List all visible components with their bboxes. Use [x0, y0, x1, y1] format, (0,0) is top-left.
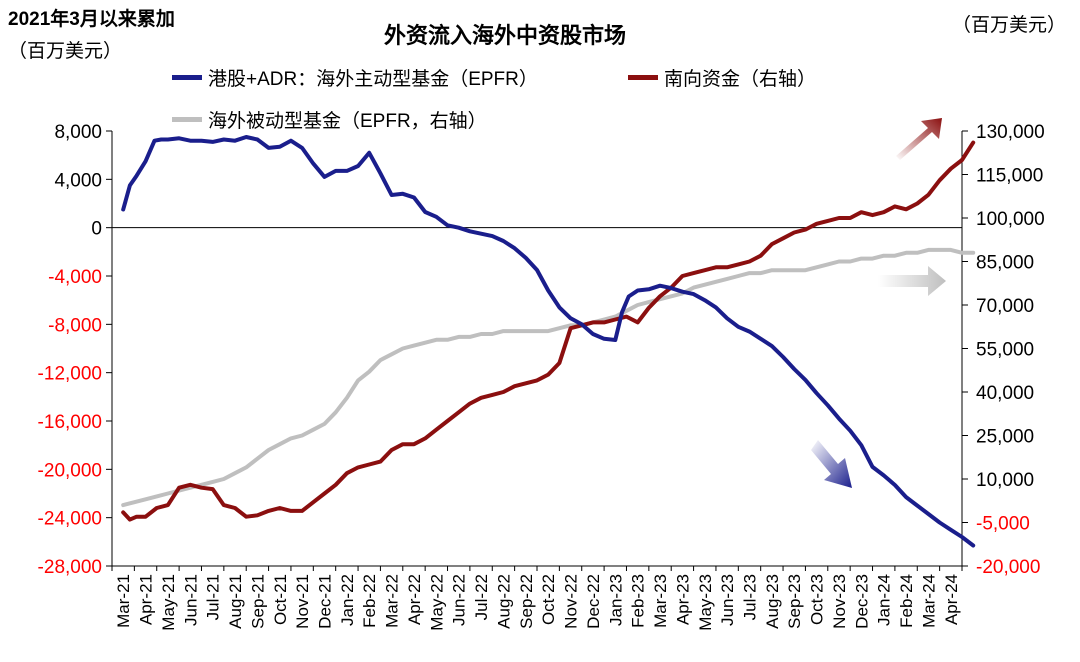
series-line-epfr-passive [121, 247, 976, 508]
x-tick-label: Mar-22 [383, 574, 402, 628]
x-tick-label: May-23 [696, 574, 715, 631]
x-tick-label: Oct-21 [271, 574, 290, 625]
legend-swatch-epfr-active [172, 75, 202, 80]
x-tick-label: Sep-21 [248, 574, 267, 629]
left-tick-label: 4,000 [54, 170, 102, 191]
axes-group: 8,000 4,000 0 -4,000 -8,000 -12,000 -16,000 -20… [38, 122, 1045, 631]
x-tick-label: Jul-23 [741, 574, 760, 620]
annotation-layer [811, 118, 946, 488]
left-axis-note-line2: （百万美元） [8, 41, 123, 62]
x-tick-label: Dec-21 [316, 574, 335, 629]
legend-label-southbound: 南向资金（右轴） [664, 69, 817, 90]
x-tick-label: Dec-22 [584, 574, 603, 629]
x-tick-label: Jan-24 [875, 574, 894, 626]
legend-entry-epfr-active: 港股+ADR：海外主动型基金（EPFR） [172, 64, 538, 91]
x-tick-label: Aug-22 [494, 574, 513, 629]
left-axis-note-line1: 2021年3月以来累加 [8, 9, 175, 30]
right-tick-label: -5,000 [976, 514, 1030, 535]
right-tick-label: 40,000 [976, 383, 1034, 404]
left-tick-label: -24,000 [38, 509, 102, 530]
x-tick-label: Mar-24 [919, 574, 938, 628]
x-tick-label: Feb-23 [629, 574, 648, 628]
x-tick-label: Nov-23 [830, 574, 849, 629]
legend-label-epfr-active: 港股+ADR：海外主动型基金（EPFR） [208, 69, 538, 90]
x-tick-label: Jun-23 [718, 574, 737, 626]
right-tick-label: 25,000 [976, 427, 1034, 448]
up-arrow-southbound [896, 118, 942, 160]
legend-entry-epfr-passive: 海外被动型基金（EPFR，右轴） [172, 106, 487, 133]
right-tick-label: 130,000 [976, 122, 1045, 143]
right-arrow-passive [878, 266, 946, 296]
series-layer [121, 135, 976, 548]
legend-swatch-southbound [628, 75, 658, 80]
x-tick-label: Dec-23 [852, 574, 871, 629]
left-tick-label: -28,000 [38, 557, 102, 578]
x-tick-label: Mar-21 [114, 574, 133, 628]
left-tick-label: -12,000 [38, 364, 102, 385]
x-tick-label: Jun-22 [450, 574, 469, 626]
x-tick-label: Jul-22 [472, 574, 491, 620]
left-tick-label: -20,000 [38, 460, 102, 481]
down-arrow-active [811, 440, 852, 488]
legend-swatch-epfr-passive [172, 117, 202, 122]
x-tick-label: Oct-23 [808, 574, 827, 625]
x-tick-label: Aug-23 [763, 574, 782, 629]
x-tick-label: Sep-22 [517, 574, 536, 629]
right-tick-label: 85,000 [976, 253, 1034, 274]
x-tick-label: Apr-21 [137, 574, 156, 625]
x-tick-label: Jan-22 [338, 574, 357, 626]
left-tick-label: -16,000 [38, 412, 102, 433]
x-tick-label: Nov-21 [293, 574, 312, 629]
x-tick-label: Mar-23 [651, 574, 670, 628]
left-tick-label: -8,000 [48, 315, 102, 336]
x-tick-label: May-22 [427, 574, 446, 631]
left-tick-label: 0 [91, 219, 102, 240]
x-tick-label: Apr-23 [673, 574, 692, 625]
right-tick-label: 55,000 [976, 340, 1034, 361]
x-tick-label: Sep-23 [785, 574, 804, 629]
x-tick-label: Jun-21 [181, 574, 200, 626]
right-axis-note: （百万美元） [951, 15, 1066, 36]
right-tick-label: -20,000 [976, 557, 1040, 578]
legend-entry-southbound: 南向资金（右轴） [628, 64, 816, 91]
x-tick-label: Feb-24 [897, 574, 916, 628]
right-tick-label: 70,000 [976, 296, 1034, 317]
legend-label-epfr-passive: 海外被动型基金（EPFR，右轴） [208, 111, 487, 132]
x-tick-label: Aug-21 [226, 574, 245, 629]
x-tick-label: Apr-24 [942, 574, 961, 625]
x-tick-label: Feb-22 [360, 574, 379, 628]
series-line-epfr-active [121, 135, 976, 548]
right-tick-label: 10,000 [976, 470, 1034, 491]
x-tick-label: Apr-22 [405, 574, 424, 625]
left-tick-label: 8,000 [54, 122, 102, 143]
series-line-southbound [121, 140, 976, 522]
left-tick-label: -4,000 [48, 267, 102, 288]
x-tick-label: May-21 [159, 574, 178, 631]
x-tick-label: Oct-22 [539, 574, 558, 625]
chart-title: 外资流入海外中资股市场 [384, 23, 627, 48]
x-tick-label: Jan-23 [606, 574, 625, 626]
right-tick-label: 100,000 [976, 209, 1045, 230]
x-tick-label: Nov-22 [562, 574, 581, 629]
right-tick-label: 115,000 [976, 166, 1043, 187]
x-tick-label: Jul-21 [204, 574, 223, 620]
